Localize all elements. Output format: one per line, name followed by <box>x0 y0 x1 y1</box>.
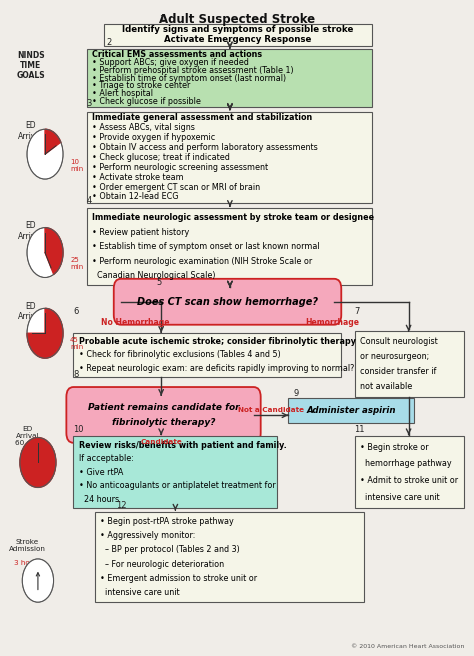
Text: 3 hours: 3 hours <box>14 560 41 566</box>
Text: • Emergent admission to stroke unit or: • Emergent admission to stroke unit or <box>100 574 257 583</box>
Text: NINDS
TIME
GOALS: NINDS TIME GOALS <box>17 51 45 81</box>
FancyBboxPatch shape <box>114 279 341 325</box>
Text: 10: 10 <box>73 425 84 434</box>
Circle shape <box>27 228 63 277</box>
Text: 9: 9 <box>294 388 299 398</box>
FancyBboxPatch shape <box>104 24 372 46</box>
Text: 1: 1 <box>159 14 164 24</box>
Text: Stroke
Admission: Stroke Admission <box>9 539 46 552</box>
Circle shape <box>27 129 63 179</box>
Text: • Establish time of symptom onset or last known normal: • Establish time of symptom onset or las… <box>92 242 320 251</box>
Text: • Provide oxygen if hypoxemic: • Provide oxygen if hypoxemic <box>92 133 216 142</box>
Text: ED
Arrival
60 min: ED Arrival 60 min <box>15 426 40 446</box>
Text: ED
Arrival: ED Arrival <box>18 221 44 241</box>
Text: fibrinolytic therapy?: fibrinolytic therapy? <box>112 419 215 427</box>
FancyBboxPatch shape <box>66 387 261 443</box>
Text: Candidate: Candidate <box>140 439 182 445</box>
Text: Identify signs and symptoms of possible stroke: Identify signs and symptoms of possible … <box>122 26 354 34</box>
Text: 7: 7 <box>355 307 360 316</box>
Wedge shape <box>45 228 63 274</box>
Text: – BP per protocol (Tables 2 and 3): – BP per protocol (Tables 2 and 3) <box>100 545 240 554</box>
FancyBboxPatch shape <box>87 112 372 203</box>
Circle shape <box>22 559 54 602</box>
FancyBboxPatch shape <box>87 208 372 285</box>
Text: • Begin stroke or: • Begin stroke or <box>360 443 429 451</box>
Wedge shape <box>27 308 63 358</box>
Text: © 2010 American Heart Association: © 2010 American Heart Association <box>351 644 465 649</box>
Text: Probable acute ischemic stroke; consider fibrinolytic therapy: Probable acute ischemic stroke; consider… <box>79 337 356 346</box>
Circle shape <box>27 308 63 358</box>
Text: 10
min: 10 min <box>70 159 83 172</box>
FancyBboxPatch shape <box>95 512 364 602</box>
Text: Activate Emergency Response: Activate Emergency Response <box>164 35 312 44</box>
Text: • Begin post-rtPA stroke pathway: • Begin post-rtPA stroke pathway <box>100 516 234 525</box>
Text: 2: 2 <box>106 38 111 47</box>
Text: Hemorrhage: Hemorrhage <box>305 318 359 327</box>
Text: ED
Arrival: ED Arrival <box>18 302 44 321</box>
Text: • Alert hospital: • Alert hospital <box>92 89 154 98</box>
Text: 12: 12 <box>116 501 127 510</box>
Text: • Perform neurologic examination (NIH Stroke Scale or: • Perform neurologic examination (NIH St… <box>92 256 313 266</box>
Text: • Perform prehospital stroke assessment (Table 1): • Perform prehospital stroke assessment … <box>92 66 294 75</box>
Text: or neurosurgeon;: or neurosurgeon; <box>360 352 429 361</box>
Text: ED
Arrival: ED Arrival <box>18 121 44 141</box>
Text: 3: 3 <box>87 99 92 108</box>
Text: 25
min: 25 min <box>70 257 83 270</box>
Text: • Review patient history: • Review patient history <box>92 228 190 237</box>
Text: • Obtain 12-lead ECG: • Obtain 12-lead ECG <box>92 192 179 201</box>
Text: Administer aspirin: Administer aspirin <box>306 406 396 415</box>
FancyBboxPatch shape <box>288 398 414 423</box>
Text: hemorrhage pathway: hemorrhage pathway <box>360 459 452 468</box>
Text: Consult neurologist: Consult neurologist <box>360 337 438 346</box>
Text: • Support ABCs; give oxygen if needed: • Support ABCs; give oxygen if needed <box>92 58 249 67</box>
Text: intensive care unit: intensive care unit <box>100 588 180 598</box>
Wedge shape <box>45 129 61 154</box>
Text: • Admit to stroke unit or: • Admit to stroke unit or <box>360 476 458 485</box>
Text: • Check for fibrinolytic exclusions (Tables 4 and 5): • Check for fibrinolytic exclusions (Tab… <box>79 350 281 359</box>
FancyBboxPatch shape <box>87 49 372 107</box>
Text: Patient remains candidate for: Patient remains candidate for <box>88 403 239 411</box>
Text: • Order emergent CT scan or MRI of brain: • Order emergent CT scan or MRI of brain <box>92 182 261 192</box>
Text: Review risks/benefits with patient and family.: Review risks/benefits with patient and f… <box>79 441 287 449</box>
Text: Adult Suspected Stroke: Adult Suspected Stroke <box>159 13 315 26</box>
Text: • Establish time of symptom onset (last normal): • Establish time of symptom onset (last … <box>92 73 287 83</box>
Text: • Activate stroke team: • Activate stroke team <box>92 173 184 182</box>
Text: consider transfer if: consider transfer if <box>360 367 437 376</box>
Text: • Perform neurologic screening assessment: • Perform neurologic screening assessmen… <box>92 163 269 172</box>
Text: • Aggressively monitor:: • Aggressively monitor: <box>100 531 196 540</box>
Text: • Check glucose if possible: • Check glucose if possible <box>92 97 201 106</box>
Text: • Give rtPA: • Give rtPA <box>79 468 124 477</box>
Text: Does CT scan show hemorrhage?: Does CT scan show hemorrhage? <box>137 297 318 307</box>
Text: 4: 4 <box>87 195 92 205</box>
Text: • Obtain IV access and perform laboratory assessments: • Obtain IV access and perform laborator… <box>92 143 318 152</box>
FancyBboxPatch shape <box>355 436 464 508</box>
Text: • No anticoagulants or antiplatelet treatment for: • No anticoagulants or antiplatelet trea… <box>79 482 276 491</box>
Text: Immediate general assessment and stabilization: Immediate general assessment and stabili… <box>92 113 313 123</box>
Text: 11: 11 <box>355 425 365 434</box>
Text: 45
min: 45 min <box>70 337 83 350</box>
Text: 8: 8 <box>73 370 79 379</box>
Wedge shape <box>20 438 56 487</box>
Text: • Triage to stroke center: • Triage to stroke center <box>92 81 191 91</box>
Text: If acceptable:: If acceptable: <box>79 454 134 463</box>
Text: Critical EMS assessments and actions: Critical EMS assessments and actions <box>92 50 263 59</box>
Text: intensive care unit: intensive care unit <box>360 493 440 502</box>
FancyBboxPatch shape <box>73 436 277 508</box>
FancyBboxPatch shape <box>355 331 464 397</box>
Text: 5: 5 <box>156 277 162 287</box>
Text: – For neurologic deterioration: – For neurologic deterioration <box>100 560 225 569</box>
Text: No Hemorrhage: No Hemorrhage <box>101 318 169 327</box>
Text: 24 hours: 24 hours <box>79 495 119 504</box>
Text: Not a Candidate: Not a Candidate <box>238 407 304 413</box>
Text: • Repeat neurologic exam: are deficits rapidly improving to normal?: • Repeat neurologic exam: are deficits r… <box>79 364 355 373</box>
Text: Immediate neurologic assessment by stroke team or designee: Immediate neurologic assessment by strok… <box>92 213 374 222</box>
Text: 6: 6 <box>73 307 79 316</box>
Text: • Assess ABCs, vital signs: • Assess ABCs, vital signs <box>92 123 195 133</box>
Text: Canadian Neurological Scale): Canadian Neurological Scale) <box>92 272 216 280</box>
Text: not available: not available <box>360 382 412 392</box>
Text: • Check glucose; treat if indicated: • Check glucose; treat if indicated <box>92 153 230 162</box>
FancyBboxPatch shape <box>73 333 341 377</box>
Circle shape <box>20 438 56 487</box>
